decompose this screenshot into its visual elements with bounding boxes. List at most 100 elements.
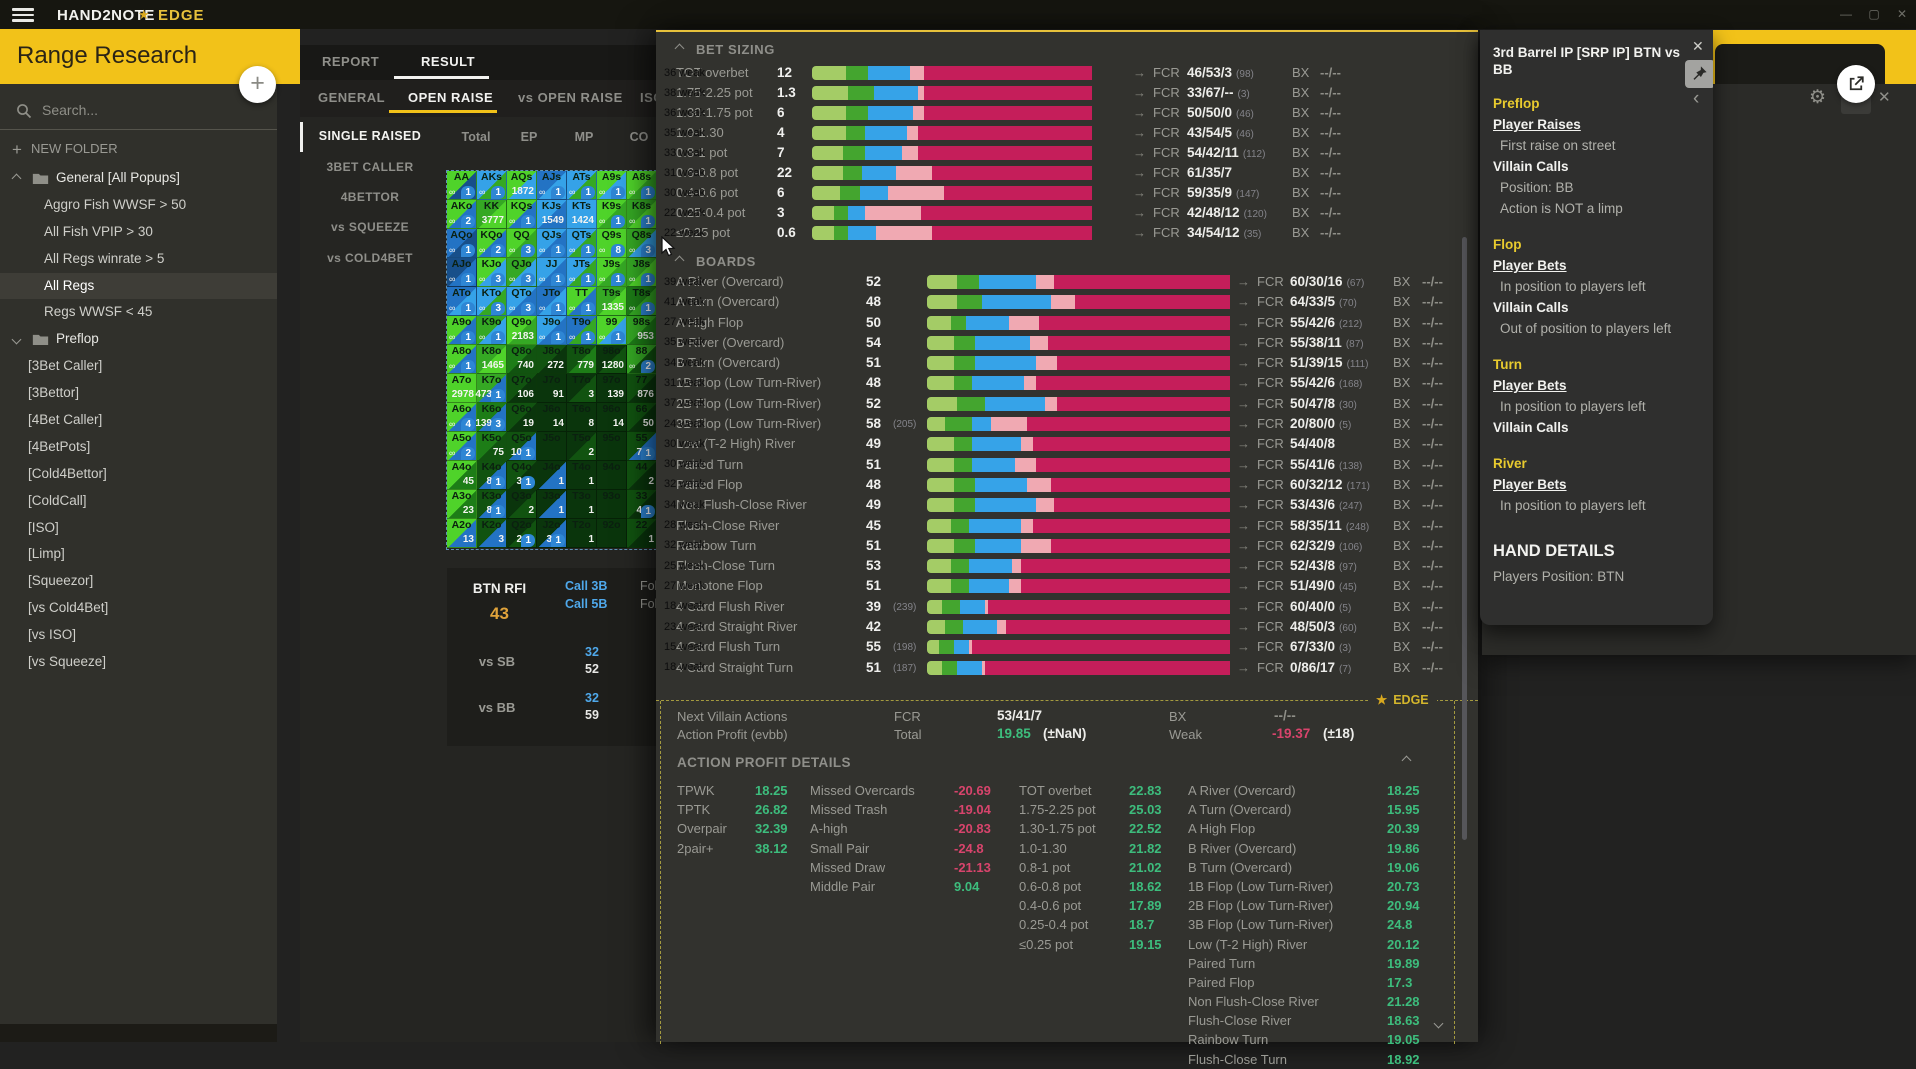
column-header-ep[interactable]: EP — [520, 130, 538, 144]
matrix-cell-T9s[interactable]: T9s 1335 — [597, 287, 627, 316]
matrix-cell-KQo[interactable]: KQo ∞ 2 — [477, 229, 507, 258]
column-header-total[interactable]: Total — [461, 130, 491, 144]
folder-row-0[interactable]: General [All Popups] — [0, 165, 277, 192]
menu-item-vs-squeeze[interactable]: vs SQUEEZE — [330, 220, 410, 234]
column-header-co[interactable]: CO — [629, 130, 649, 144]
new-folder-button[interactable]: + NEW FOLDER — [12, 140, 118, 160]
gear-icon[interactable]: ⚙ — [1809, 87, 1827, 108]
bet-sizing-header[interactable]: BET SIZING — [674, 42, 775, 57]
matrix-cell-44[interactable]: 44 2 — [627, 461, 656, 490]
matrix-cell-K7o[interactable]: K7o 473 1 — [475, 374, 507, 403]
matrix-cell-Q6o[interactable]: Q6o 19 — [507, 403, 537, 432]
stat-row[interactable]: Non Flush-Close River 49 34 weak → FCR 53/43/… — [656, 495, 1478, 515]
matrix-cell-98s[interactable]: 98s 953 — [627, 316, 656, 345]
matrix-cell-J6o[interactable]: J6o 14 — [537, 403, 567, 432]
pin-icon[interactable] — [1685, 60, 1713, 88]
stat-row[interactable]: Rainbow Turn 51 32 weak → FCR 62/32/9 (106) BX -… — [656, 536, 1478, 556]
stat-link[interactable]: Player Bets — [1493, 378, 1567, 393]
sidebar-item[interactable]: [ISO] — [0, 515, 277, 542]
matrix-cell-A8o[interactable]: A8o ∞ 1 — [447, 345, 477, 374]
matrix-cell-88[interactable]: 88 ∞ 2 — [627, 345, 656, 374]
folder-row-1[interactable]: Preflop — [0, 326, 277, 353]
matrix-cell-Q5o[interactable]: Q5o 10 1 — [507, 432, 537, 461]
stat-row[interactable]: 1.0-1.30 4 35 weak → FCR 43/54/5 (46) BX --/-- — [656, 123, 1478, 143]
stat-row[interactable]: Flush-Close Turn 53 25 weak → FCR 52/43/8 (97)… — [656, 556, 1478, 576]
add-range-button[interactable]: + — [239, 66, 276, 103]
matrix-cell-A9o[interactable]: A9o ∞ 1 — [447, 316, 477, 345]
stat-row[interactable]: 0.25-0.4 pot 3 22 weak → FCR 42/48/12 (120) BX -… — [656, 203, 1478, 223]
matrix-cell-K9s[interactable]: K9s ∞ 1 — [597, 200, 627, 229]
sidebar-item[interactable]: [3Bettor] — [0, 380, 277, 407]
menu-item-3bet-caller[interactable]: 3BET CALLER — [326, 160, 414, 174]
matrix-cell-T3o[interactable]: T3o 1 — [567, 490, 597, 519]
matrix-cell-J9s[interactable]: J9s ∞ 1 — [597, 258, 627, 287]
matrix-cell-K6o[interactable]: K6o 139 3 — [475, 403, 507, 432]
sidebar-item[interactable]: [Cold4Bettor] — [0, 461, 277, 488]
matrix-cell-K3o[interactable]: K3o 8 1 — [477, 490, 507, 519]
sidebar-item[interactable]: [vs Squeeze] — [0, 649, 277, 676]
matrix-cell-J9o[interactable]: J9o ∞ 1 — [537, 316, 567, 345]
sidebar-item[interactable]: [4BetPots] — [0, 434, 277, 461]
matrix-cell-92o[interactable]: 92o — [597, 519, 627, 548]
matrix-cell-Q9o[interactable]: Q9o 2183 — [507, 316, 537, 345]
menu-item-single-raised[interactable]: SINGLE RAISED — [318, 129, 422, 143]
chevron-left-icon[interactable]: ‹ — [1693, 88, 1700, 109]
matrix-cell-AKo[interactable]: AKo ∞ 2 — [447, 200, 477, 229]
matrix-cell-94o[interactable]: 94o — [597, 461, 627, 490]
matrix-cell-55[interactable]: 55 7 1 — [627, 432, 656, 461]
matrix-cell-T2o[interactable]: T2o 1 — [567, 519, 597, 548]
matrix-cell-AJs[interactable]: AJs ∞ 1 — [537, 171, 567, 200]
matrix-cell-ATo[interactable]: ATo ∞ 1 — [447, 287, 477, 316]
stat-row[interactable]: 1.30-1.75 pot 6 36 weak → FCR 50/50/0 (46) BX --… — [656, 103, 1478, 123]
stat-row[interactable]: TOT overbet 12 36 weak → FCR 46/53/3 (98) BX --/… — [656, 63, 1478, 83]
stat-link[interactable]: Player Raises — [1493, 117, 1581, 132]
matrix-cell-A8s[interactable]: A8s ∞ 1 — [627, 171, 656, 200]
sidebar-item[interactable]: All Regs winrate > 5 — [0, 246, 277, 273]
matrix-cell-ATs[interactable]: ATs ∞ 1 — [567, 171, 597, 200]
stat-row[interactable]: A High Flop 50 27 weak → FCR 55/42/6 (212) BX --… — [656, 313, 1478, 333]
collapse-details-icon[interactable] — [1401, 755, 1412, 766]
matrix-cell-JTo[interactable]: JTo ∞ 1 — [537, 287, 567, 316]
matrix-cell-K2o[interactable]: K2o 3 — [477, 519, 507, 548]
matrix-cell-AQo[interactable]: AQo ∞ 1 — [447, 229, 477, 258]
matrix-cell-A9s[interactable]: A9s ∞ 1 — [597, 171, 627, 200]
rfi-link-call-5b[interactable]: Call 5B — [565, 597, 608, 611]
sidebar-item[interactable]: [3Bet Caller] — [0, 353, 277, 380]
matrix-cell-A7o[interactable]: A7o 2978 — [447, 374, 477, 403]
matrix-cell-A4o[interactable]: A4o 45 — [447, 461, 477, 490]
matrix-cell-QTs[interactable]: QTs ∞ 1 — [567, 229, 597, 258]
menu-item-4bettor[interactable]: 4BETTOR — [340, 190, 400, 204]
stat-row[interactable]: Low (T-2 High) River 49 30 weak → FCR 54/40/8… — [656, 434, 1478, 454]
matrix-cell-Q3o[interactable]: Q3o 2 — [507, 490, 537, 519]
matrix-cell-Q9s[interactable]: Q9s ∞ 8 — [597, 229, 627, 258]
matrix-cell-T4o[interactable]: T4o 1 — [567, 461, 597, 490]
matrix-cell-T8s[interactable]: T8s ∞ 1 — [627, 287, 656, 316]
matrix-cell-T9o[interactable]: T9o ∞ 1 — [567, 316, 597, 345]
sidebar-item[interactable]: [4Bet Caller] — [0, 407, 277, 434]
matrix-cell-KK[interactable]: KK 3777 — [477, 200, 507, 229]
subtab-open-raise[interactable]: OPEN RAISE — [408, 90, 494, 105]
minimize-icon[interactable]: — — [1840, 7, 1852, 21]
matrix-cell-AA[interactable]: AA ∞ 1 — [447, 171, 477, 200]
matrix-cell-93o[interactable]: 93o — [597, 490, 627, 519]
matrix-cell-Q4o[interactable]: Q4o 3 1 — [507, 461, 537, 490]
matrix-cell-TT[interactable]: TT ∞ 1 — [567, 287, 597, 316]
matrix-cell-96o[interactable]: 96o 14 — [597, 403, 627, 432]
dialog-scrollbar[interactable] — [1462, 237, 1467, 840]
subtab-vs-open-raise[interactable]: vs OPEN RAISE — [518, 90, 623, 105]
stat-row[interactable]: 2B Flop (Low Turn-River) 52 37 weak → FCR 50/… — [656, 394, 1478, 414]
matrix-cell-K5o[interactable]: K5o 75 — [477, 432, 507, 461]
matrix-cell-Q8s[interactable]: Q8s ∞ 3 — [627, 229, 656, 258]
matrix-cell-J5o[interactable]: J5o — [537, 432, 567, 461]
matrix-cell-QJs[interactable]: QJs ∞ 1 — [537, 229, 567, 258]
matrix-cell-KJs[interactable]: KJs 1549 — [537, 200, 567, 229]
sidebar-item[interactable]: All Regs — [0, 272, 277, 300]
stat-link[interactable]: Player Bets — [1493, 477, 1567, 492]
matrix-cell-JJ[interactable]: JJ ∞ 1 — [537, 258, 567, 287]
stat-row[interactable]: Monotone Flop 51 27 weak → FCR 51/49/0 (45) BX -… — [656, 576, 1478, 596]
matrix-cell-J3o[interactable]: J3o 1 — [537, 490, 567, 519]
stat-row[interactable]: 1B Flop (Low Turn-River) 48 31 weak → FCR 55/… — [656, 373, 1478, 393]
matrix-cell-QJo[interactable]: QJo ∞ 3 — [507, 258, 537, 287]
matrix-cell-T6o[interactable]: T6o 8 — [567, 403, 597, 432]
stat-row[interactable]: 4 Card Straight River 42 23 weak → FCR 48/50/… — [656, 617, 1478, 637]
